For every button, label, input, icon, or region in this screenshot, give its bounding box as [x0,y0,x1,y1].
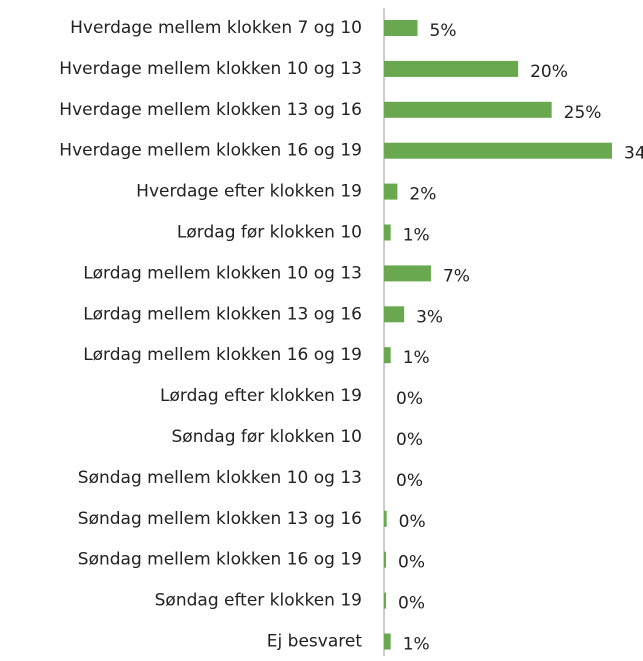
bar [384,183,398,200]
category-label: Lørdag mellem klokken 16 og 19 [83,345,362,365]
category-label: Søndag efter klokken 19 [155,591,362,611]
value-label: 1% [403,635,430,655]
bar [384,265,431,282]
category-label: Ej besvaret [267,632,363,652]
value-label: 1% [403,348,430,368]
category-label: Hverdage mellem klokken 13 og 16 [59,100,362,120]
value-label: 0% [398,553,425,573]
category-label: Søndag mellem klokken 16 og 19 [78,550,362,570]
value-label: 0% [398,594,425,614]
bar [384,306,405,323]
value-label: 3% [416,307,443,327]
category-label: Hverdage mellem klokken 10 og 13 [59,59,362,79]
value-label: 0% [396,430,423,450]
bar [384,347,391,364]
value-label: 25% [564,103,602,123]
category-label: Hverdage mellem klokken 7 og 10 [70,18,362,38]
category-label: Lørdag efter klokken 19 [160,386,362,406]
bar [384,60,519,77]
category-label: Hverdage efter klokken 19 [136,182,362,202]
bar [384,551,387,568]
bar [384,633,391,650]
value-label: 0% [396,389,423,409]
value-label: 0% [396,471,423,491]
value-label: 1% [403,226,430,246]
category-label: Lørdag mellem klokken 10 og 13 [83,263,362,283]
bar [384,510,387,527]
value-label: 34% [624,144,643,164]
category-label: Søndag mellem klokken 10 og 13 [78,468,362,488]
bar [384,101,552,118]
value-label: 0% [399,512,426,532]
category-label: Lørdag før klokken 10 [177,223,362,243]
value-label: 20% [530,62,568,82]
value-label: 5% [430,21,457,41]
bar [384,142,612,159]
category-label: Lørdag mellem klokken 13 og 16 [83,304,362,324]
bar [384,224,391,241]
value-label: 7% [443,266,470,286]
category-label: Søndag mellem klokken 13 og 16 [78,509,362,529]
category-label: Søndag før klokken 10 [172,427,362,447]
value-label: 2% [409,185,436,205]
category-label: Hverdage mellem klokken 16 og 19 [59,141,362,161]
bar [384,20,418,36]
bar [384,592,387,609]
